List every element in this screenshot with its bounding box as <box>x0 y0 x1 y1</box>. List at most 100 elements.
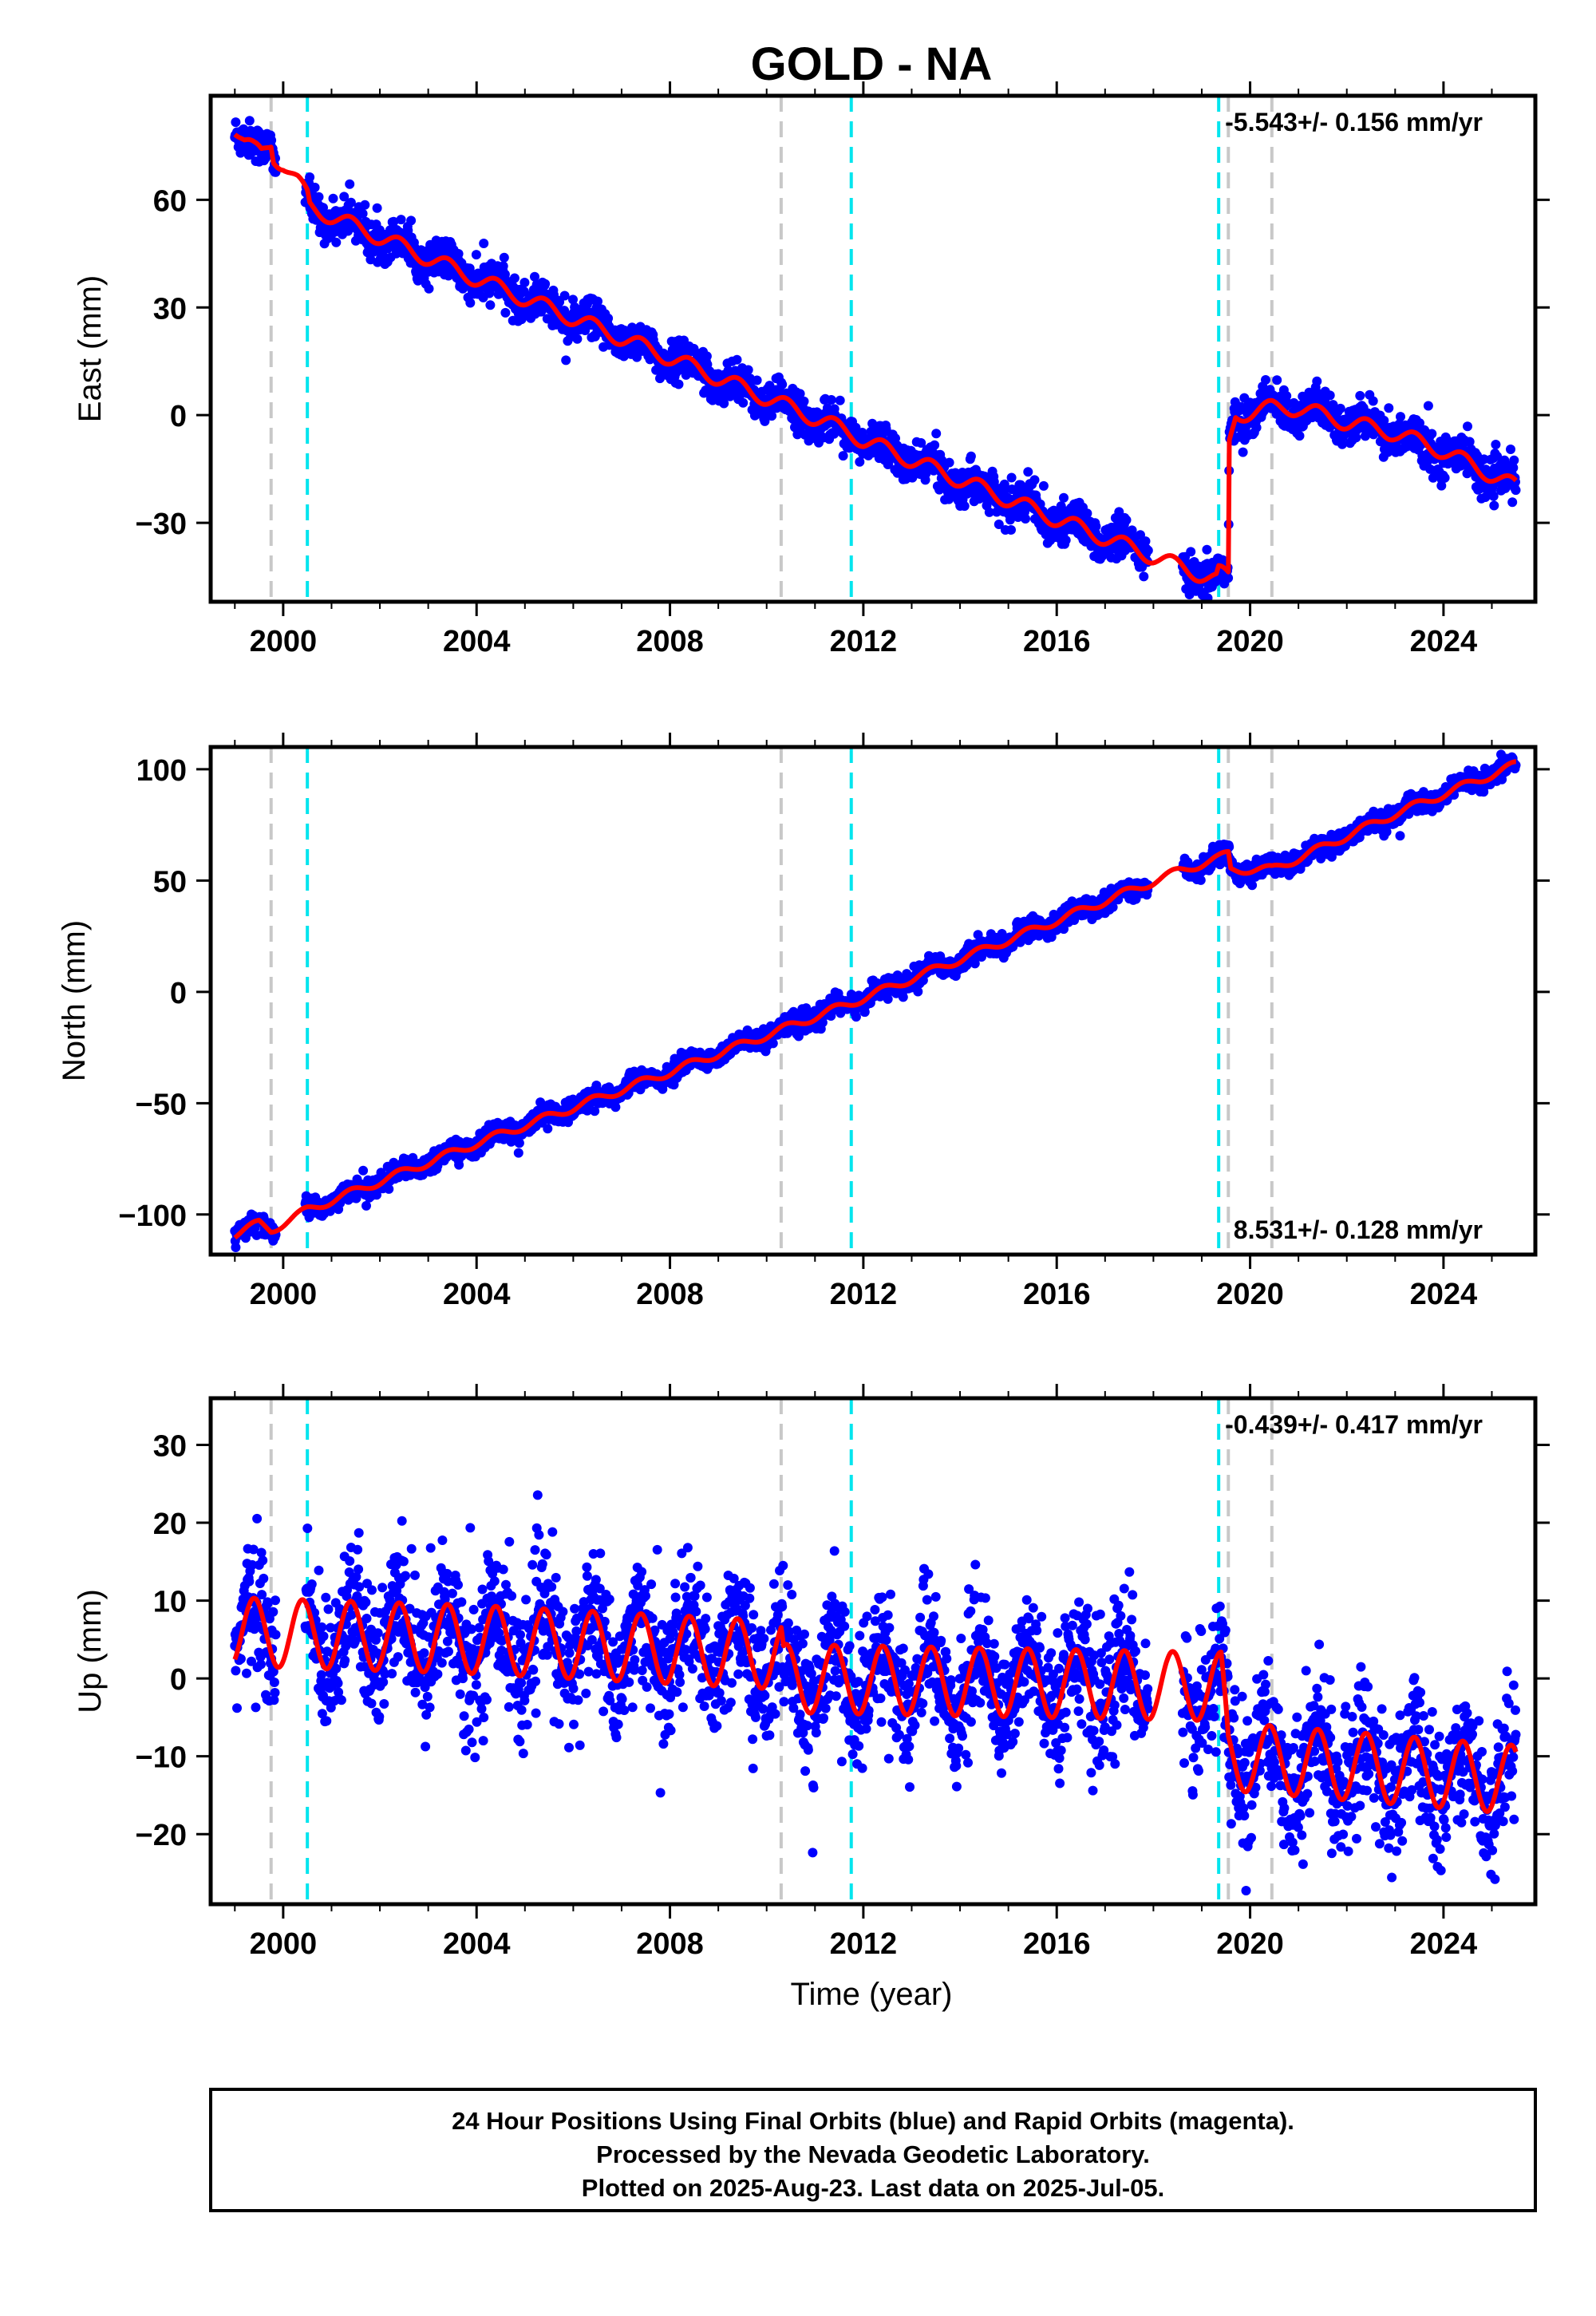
east-x-tick-label: 2016 <box>1023 625 1091 658</box>
east-data-point <box>1440 473 1450 483</box>
east-data-point <box>1007 473 1017 483</box>
east-data-point <box>1122 516 1132 525</box>
north-data-point <box>610 1102 620 1112</box>
east-data-point <box>465 298 475 308</box>
east-data-point <box>1252 423 1262 433</box>
east-data-point <box>1325 390 1335 400</box>
east-data-point <box>329 194 338 204</box>
east-data-point <box>1039 481 1049 491</box>
east-y-tick-label: −30 <box>136 508 187 541</box>
east-data-point <box>499 261 508 271</box>
east-data-point <box>500 253 509 263</box>
east-data-point <box>331 238 341 247</box>
east-data-point <box>744 366 753 375</box>
east-data-point <box>314 192 324 202</box>
east-data-point <box>966 452 976 461</box>
east-x-tick-label: 2024 <box>1410 625 1478 658</box>
east-data-point <box>674 380 684 389</box>
east-data-point <box>519 278 529 287</box>
east-data-point <box>1507 497 1517 507</box>
east-data-point <box>310 183 320 192</box>
east-data-point <box>1336 404 1345 413</box>
east-data-point <box>397 215 406 224</box>
east-data-point <box>560 291 570 301</box>
east-data-point <box>500 308 510 318</box>
east-data-point <box>1489 501 1499 511</box>
east-data-point <box>1463 421 1472 431</box>
east-data-point <box>485 300 495 310</box>
time-series-figure: GOLD - NA 2000 2004 2008 2012 2016 2020 202460… <box>0 0 1596 2316</box>
east-data-point <box>931 429 941 438</box>
east-data-point <box>1061 536 1071 545</box>
north-data-point <box>454 1160 464 1170</box>
east-data-point <box>472 250 481 259</box>
east-data-point <box>1384 403 1393 413</box>
east-y-axis-label: East (mm) <box>73 275 108 422</box>
east-data-point <box>1511 485 1521 495</box>
east-data-point <box>231 117 240 127</box>
east-data-point <box>1261 375 1270 385</box>
east-data-point <box>1312 377 1321 386</box>
east-data-point <box>1272 375 1282 385</box>
east-data-point <box>1091 522 1100 532</box>
east-data-point <box>510 274 519 283</box>
east-data-point <box>1021 514 1030 524</box>
east-data-point <box>1396 412 1405 421</box>
east-data-point <box>702 351 712 361</box>
east-data-point <box>1223 573 1233 583</box>
east-data-point <box>1202 545 1211 555</box>
east-y-tick-label: 30 <box>153 292 187 326</box>
east-data-point <box>1023 467 1033 476</box>
east-data-point <box>1186 547 1195 556</box>
north-data-point <box>543 1124 552 1133</box>
north-data-point <box>913 987 922 997</box>
east-data-point <box>1427 429 1436 439</box>
east-data-point <box>1491 440 1500 449</box>
east-x-tick-label: 2012 <box>830 625 898 658</box>
east-data-point <box>733 355 742 365</box>
east-data-point <box>839 451 848 460</box>
east-data-point <box>1424 401 1433 411</box>
north-data-point <box>899 992 908 1002</box>
east-x-tick-label: 2008 <box>636 625 704 658</box>
east-x-tick-label: 2004 <box>443 625 511 658</box>
east-data-point <box>479 239 488 248</box>
east-data-point <box>406 215 416 225</box>
east-data-point <box>753 376 762 385</box>
north-data-point <box>851 1012 861 1022</box>
east-y-tick-label: 60 <box>153 184 187 218</box>
east-data-point <box>245 116 255 125</box>
east-data-point <box>540 279 550 289</box>
north-data-point <box>358 1166 368 1176</box>
east-data-point <box>1238 448 1248 457</box>
east-data-point <box>572 334 582 344</box>
east-data-point <box>1139 571 1148 581</box>
north-data-point <box>515 1138 524 1148</box>
east-plot-area <box>211 96 1535 602</box>
east-panel: 2000 2004 2008 2012 2016 2020 202460300−30East… <box>73 81 1550 658</box>
east-data-point <box>1369 397 1378 406</box>
east-data-point <box>360 200 369 210</box>
east-data-point <box>1355 391 1365 401</box>
north-data-point <box>514 1148 523 1158</box>
east-data-point <box>425 284 434 294</box>
east-data-point <box>836 396 845 405</box>
east-velocity-label: -5.543+/- 0.156 mm/yr <box>1225 108 1483 136</box>
east-data-point <box>1506 445 1515 454</box>
east-y-tick-label: 0 <box>170 400 187 433</box>
north-panel: 2000 2004 2008 2012 2016 2020 2024100500−50−10… <box>57 733 1550 1311</box>
figure-title: GOLD - NA <box>751 38 993 90</box>
east-data-point <box>960 501 970 511</box>
east-data-point <box>1509 456 1519 465</box>
east-data-point <box>827 395 836 405</box>
north-data-point <box>231 1243 240 1252</box>
east-data-point <box>267 136 276 145</box>
north-data-point <box>768 1038 778 1048</box>
east-data-point <box>561 355 571 365</box>
east-data-point <box>1295 431 1305 441</box>
east-data-point <box>373 204 382 213</box>
east-data-point <box>800 397 809 406</box>
east-data-point <box>945 458 954 468</box>
east-data-point <box>930 441 939 450</box>
east-data-point <box>1006 525 1016 535</box>
